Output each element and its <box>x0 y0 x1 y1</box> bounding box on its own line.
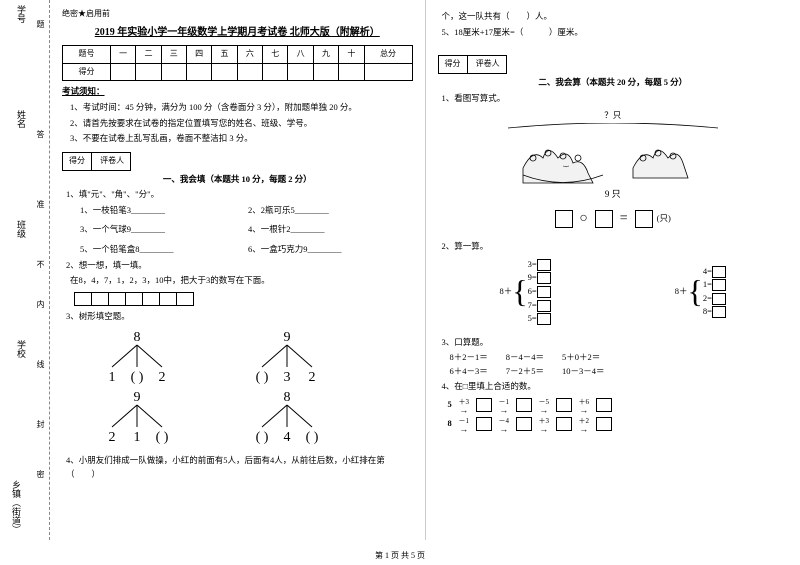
svg-text:9: 9 <box>284 330 291 345</box>
margin-town: 乡镇（街道） <box>10 480 23 534</box>
calc-braces: 8＋ { 3= 9= 6= 7= 5= 8＋ { 4= 1= 2= 8= <box>438 258 789 326</box>
svg-text:( ): ( ) <box>256 370 269 385</box>
scorebox-score-2: 得分 <box>439 56 468 73</box>
q4: 4、小朋友们排成一队做操，小红的前面有5人，后面有4人，从前往后数，小红排在第（… <box>66 454 413 481</box>
scorebox-grader-2: 评卷人 <box>470 56 506 73</box>
instruct-2: 2、请首先按要求在试卷的指定位置填写您的姓名、班级、学号。 <box>70 117 413 131</box>
calc-right-base: 8＋ <box>675 285 688 299</box>
q1-1: 1、一枝铅笔3________ <box>80 204 230 218</box>
margin-xuehao: 学号 <box>15 5 28 23</box>
score-header-row: 题号 一 二 三 四 五 六 七 八 九 十 总分 <box>63 45 413 63</box>
svg-text:9: 9 <box>134 390 141 405</box>
svg-text:︸: ︸ <box>563 165 569 173</box>
scorebox-grader: 评卷人 <box>94 153 130 170</box>
s2q2: 2、算一算。 <box>442 240 789 254</box>
confidential-label: 绝密★启用前 <box>62 8 413 21</box>
q1: 1、填"元"、"角"、"分"。 <box>66 188 413 202</box>
mental-row-1: 8＋2－1＝ 8－4－4＝ 5＋0＋2＝ <box>450 351 789 365</box>
svg-text:( ): ( ) <box>256 430 269 445</box>
svg-text:4: 4 <box>284 430 291 445</box>
score-value-row: 得分 <box>63 63 413 81</box>
q1-6: 6、一盒巧克力9________ <box>248 243 398 257</box>
svg-text:8: 8 <box>134 330 141 345</box>
chain-1: 5 ＋3 －1 －5 ＋6 <box>448 397 789 413</box>
section-scorebox-2: 得分 评卷人 <box>438 55 507 74</box>
section-1-title: 一、我会填（本题共 10 分，每题 2 分） <box>62 173 413 187</box>
q1-5: 5、一个铅笔盒8________ <box>80 243 230 257</box>
calc-left-base: 8＋ <box>500 285 513 299</box>
svg-text:2: 2 <box>159 370 166 385</box>
dash-ti: 题 <box>35 20 46 28</box>
exam-title: 2019 年实验小学一年级数学上学期月考试卷 北师大版（附解析） <box>62 25 413 41</box>
q2-text: 在8，4，7，1，2，3，10中，把大于3的数写在下面。 <box>70 274 413 288</box>
q5: 5、18厘米+17厘米=（ ）厘米。 <box>442 26 789 40</box>
deer-figure: ？只 ︸ 9 只 <box>438 109 789 202</box>
binding-margin: 学号 题 姓名 答 班级 准 不 内 学校 线 封 乡镇（街道） 密 <box>0 0 50 540</box>
svg-text:8: 8 <box>284 390 291 405</box>
s2q3: 3、口算题。 <box>442 336 789 350</box>
dash-da: 答 <box>35 130 46 138</box>
margin-name: 姓名 <box>15 110 28 128</box>
q1-4: 4、一根针2________ <box>248 223 398 237</box>
section-2-title: 二、我会算（本题共 20 分，每题 5 分） <box>438 76 789 90</box>
svg-text:( ): ( ) <box>131 370 144 385</box>
deer-question: ？只 <box>438 109 789 123</box>
svg-text:2: 2 <box>309 370 316 385</box>
s2q4: 4、在□里填上合适的数。 <box>442 380 789 394</box>
dash-xian: 线 <box>35 360 46 368</box>
q1-2: 2、2瓶可乐5________ <box>248 204 398 218</box>
svg-text:2: 2 <box>109 430 116 445</box>
svg-text:1: 1 <box>134 430 141 445</box>
dash-nei: 内 <box>35 300 46 308</box>
svg-text:1: 1 <box>109 370 116 385</box>
q2: 2、想一想，填一填。 <box>66 259 413 273</box>
dash-zhun: 准 <box>35 200 46 208</box>
dash-feng: 封 <box>35 420 46 428</box>
q3: 3、树形填空题。 <box>66 310 413 324</box>
s2q1: 1、看图写算式。 <box>442 92 789 106</box>
margin-class: 班级 <box>15 220 28 238</box>
dash-bu: 不 <box>35 260 46 268</box>
margin-school: 学校 <box>15 340 28 358</box>
equation-boxes[interactable]: ○= (只) <box>438 208 789 230</box>
deer-unit: (只) <box>657 212 671 226</box>
section-scorebox-1: 得分 评卷人 <box>62 152 131 171</box>
svg-text:( ): ( ) <box>306 430 319 445</box>
scorebox-score: 得分 <box>63 153 92 170</box>
score-table: 题号 一 二 三 四 五 六 七 八 九 十 总分 得分 <box>62 45 413 82</box>
instruct-3: 3、不要在试卷上乱写乱画，卷面不整洁扣 3 分。 <box>70 132 413 146</box>
svg-text:3: 3 <box>284 370 291 385</box>
instruct-title: 考试须知： <box>62 85 413 99</box>
q4-cont: 个，这一队共有（ ）人。 <box>442 10 789 24</box>
instruct-1: 1、考试时间：45 分钟，满分为 100 分（含卷面分 3 分），附加题单独 2… <box>70 101 413 115</box>
dash-mi: 密 <box>35 470 46 478</box>
svg-text:( ): ( ) <box>156 430 169 445</box>
right-column: 个，这一队共有（ ）人。 5、18厘米+17厘米=（ ）厘米。 得分 评卷人 二… <box>426 0 800 540</box>
q1-3: 3、一个气球9________ <box>80 223 230 237</box>
chain-2: 8 －1 －4 ＋3 ＋2 <box>448 416 789 432</box>
q2-answer-boxes[interactable] <box>74 292 413 306</box>
mental-row-2: 6＋4－3＝ 7－2＋5＝ 10－3－4＝ <box>450 365 789 379</box>
deer-count: 9 只 <box>438 187 789 201</box>
tree-diagram: 8 1 ( ) 2 9 ( ) 3 2 9 2 1 ( ) <box>62 327 413 452</box>
left-column: 绝密★启用前 2019 年实验小学一年级数学上学期月考试卷 北师大版（附解析） … <box>50 0 426 540</box>
page-footer: 第 1 页 共 5 页 <box>0 550 800 561</box>
